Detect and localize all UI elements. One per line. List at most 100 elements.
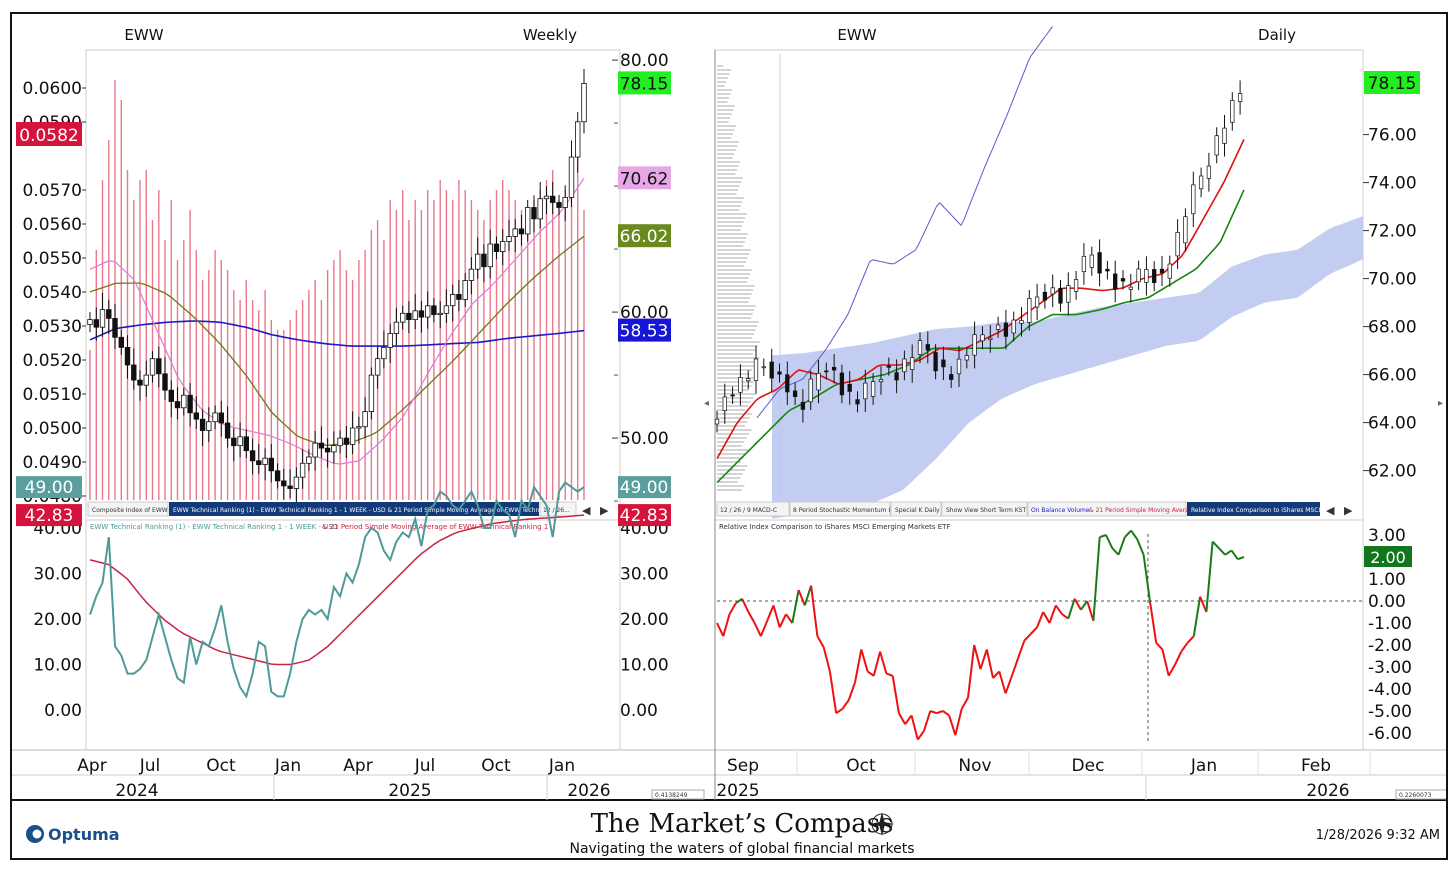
daily-candle-body (1027, 298, 1032, 323)
daily-candle-body (925, 344, 930, 351)
right-tab-specialk[interactable] (890, 501, 942, 517)
relative-index-segment (1010, 657, 1020, 677)
daily-candle-body (1019, 320, 1024, 324)
candle-body (399, 312, 406, 323)
ichimoku-cloud (772, 216, 1363, 519)
right-year-label: 2025 (716, 781, 759, 801)
left-timeframe: Weekly (523, 26, 577, 44)
daily-price-tick-label: 70.00 (1368, 270, 1417, 290)
daily-candle-body (824, 370, 829, 373)
right-tab-obv[interactable] (1027, 501, 1187, 517)
candle-body (212, 412, 218, 423)
relative-index-segment (998, 671, 1007, 694)
left-month-label: Oct (481, 756, 511, 776)
left-rank-lines (89, 481, 585, 699)
ratio-tick-label: 0.0530 (23, 317, 82, 337)
left-corner-box (651, 789, 705, 800)
relative-index-segment (1180, 642, 1189, 653)
candle-body (374, 358, 381, 376)
relative-index-segment (929, 710, 937, 715)
left-tab-prev-icon[interactable]: ◀ (582, 504, 591, 517)
candle-body (306, 456, 312, 464)
relative-index-segment (1029, 626, 1038, 635)
candle-body (256, 460, 262, 465)
optuma-logo-text: Optuma (48, 825, 120, 844)
relative-index-segment (1199, 596, 1208, 613)
candle-body (381, 346, 387, 360)
badge-ma_slow (618, 318, 671, 342)
daily-candle-body (792, 390, 798, 397)
left-tab-composite[interactable] (87, 501, 169, 517)
relative-index-segment (1061, 613, 1069, 620)
candle-body (293, 476, 300, 489)
relative-index-segment (841, 699, 850, 710)
candle-body (93, 319, 99, 328)
left-rank-badges: 49.00 49.00 42.83 42.83 (16, 476, 671, 527)
candle-body (274, 470, 281, 482)
left-tab-ranking[interactable] (169, 502, 539, 516)
rank-badge-left-ma (16, 504, 82, 527)
right-ticker: EWW (837, 26, 876, 44)
daily-candle-body (1081, 255, 1087, 273)
right-tab-bar: 12 / 26 / 9 MACD-C 8 Period Stochastic M… (716, 501, 1353, 517)
relative-index-segment (1136, 539, 1145, 556)
collapse-left-icon[interactable]: ◂ (704, 398, 709, 409)
collapse-right-icon[interactable]: ▸ (1438, 398, 1443, 409)
left-lower-legend-ma: & 21 Period Simple Moving Average of EWW… (322, 523, 548, 531)
right-tab-macd[interactable] (716, 501, 790, 517)
candle-body (174, 401, 181, 409)
right-corner-value: 0.2260073 (1399, 792, 1432, 799)
ratio-tick-label: 0.0550 (23, 249, 82, 269)
right-candles (714, 80, 1243, 433)
relative-index-segment (1211, 540, 1220, 549)
badge-ma_mid-text: 66.02 (620, 227, 669, 247)
candle-body (424, 305, 431, 318)
right-tab-next-icon[interactable]: ▶ (1344, 504, 1353, 517)
relative-index-segment (948, 715, 957, 736)
left-badges: 0.0582 78.15 70.62 66.02 58.53 (16, 71, 671, 342)
right-price-badge (1364, 71, 1420, 94)
daily-candle-body (1050, 287, 1055, 295)
candle-body (287, 485, 293, 489)
footer-timestamp: 1/28/2026 9:32 AM (1316, 828, 1440, 843)
daily-candle-body (902, 358, 907, 373)
right-month-label: Oct (846, 756, 876, 776)
relative-index-segment (1117, 536, 1126, 556)
left-tab-next-icon[interactable]: ▶ (600, 504, 609, 517)
candle-body (362, 411, 368, 428)
relative-tick-label: -6.00 (1368, 724, 1412, 744)
relative-index-segment (1205, 541, 1214, 613)
daily-candle-body (1120, 278, 1126, 282)
candle-body (243, 436, 249, 452)
right-tab-prev-icon[interactable]: ◀ (1326, 504, 1335, 517)
candle-body (324, 447, 331, 453)
relative-tick-label: 0.00 (1368, 592, 1406, 612)
candle-body (99, 309, 106, 328)
left-year-label: 2026 (567, 781, 610, 801)
relative-index-segment (785, 613, 794, 624)
candle-body (356, 426, 362, 429)
daily-candle-body (1097, 252, 1102, 274)
relative-index-segment (898, 712, 907, 725)
daily-candle-body (808, 378, 813, 403)
rank-tick-right: 0.00 (620, 701, 658, 721)
daily-candle-body (1167, 263, 1172, 279)
daily-candle-body (956, 358, 962, 375)
rank-badge-right-rank (618, 476, 671, 499)
daily-candle-body (1175, 232, 1180, 257)
relative-index-segment (766, 605, 775, 622)
relative-index-segment (1237, 556, 1245, 561)
candle-body (249, 450, 256, 462)
candle-body (499, 241, 506, 253)
candle-body (137, 379, 143, 386)
right-tab-kst[interactable] (941, 501, 1028, 517)
right-tab-relative[interactable] (1187, 502, 1320, 516)
ratio-tick-label: 0.0560 (23, 215, 82, 235)
ratio-tick-label: 0.0600 (23, 79, 82, 99)
right-rel-panel (714, 519, 1364, 751)
relative-index-segment (822, 646, 831, 672)
relative-index-segment (985, 649, 994, 679)
right-tab-stochastic[interactable] (789, 501, 891, 517)
candle-body (418, 310, 425, 318)
candle-body (562, 196, 568, 208)
